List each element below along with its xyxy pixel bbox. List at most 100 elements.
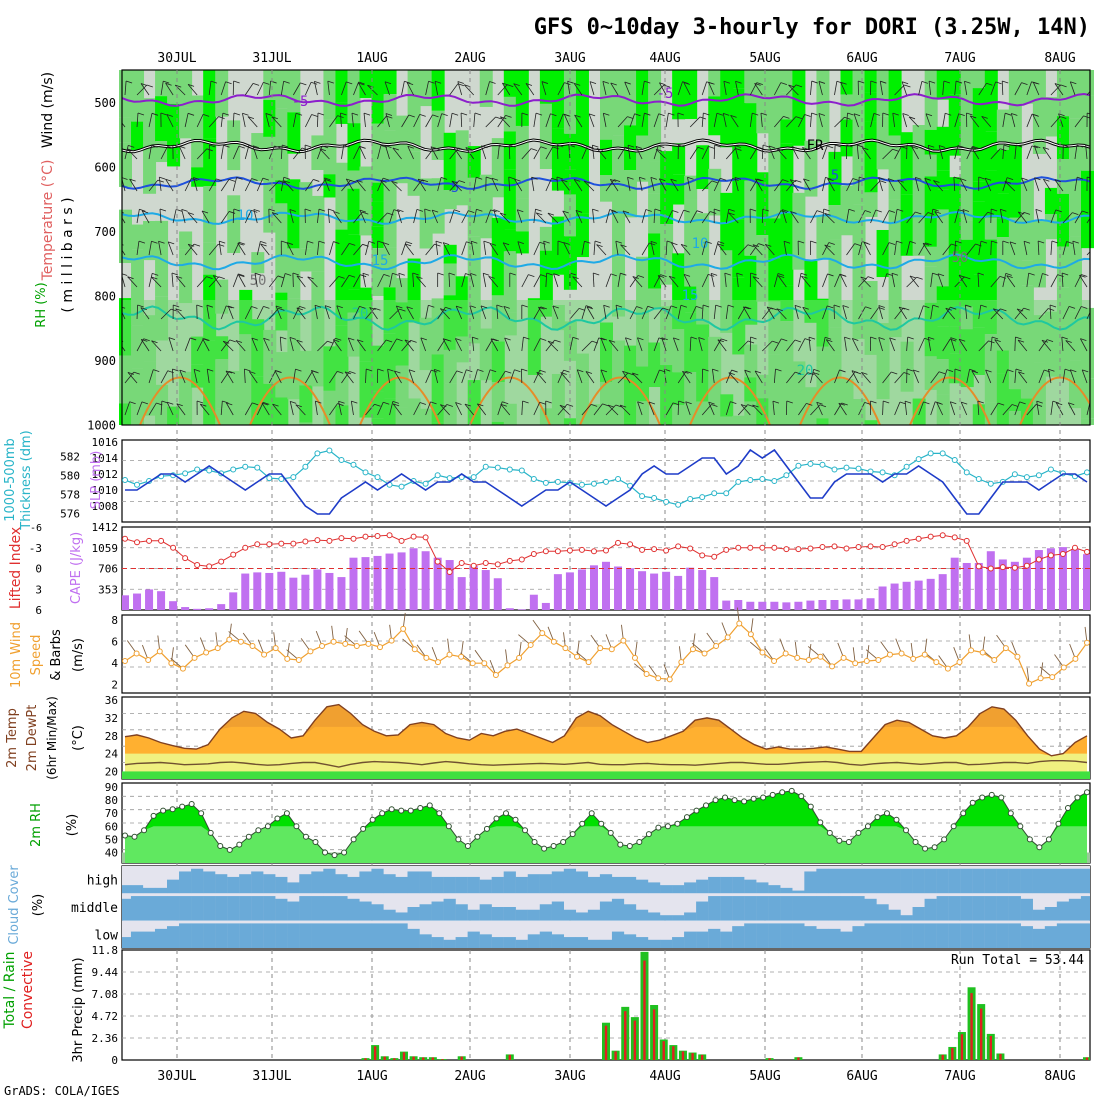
tick-label: 4.72 bbox=[92, 1010, 119, 1023]
barb-flag bbox=[477, 403, 484, 407]
cloud-bar bbox=[972, 868, 985, 894]
barb bbox=[127, 148, 138, 160]
barb-flag bbox=[950, 337, 957, 340]
barb bbox=[289, 401, 294, 416]
barb-flag bbox=[386, 339, 393, 343]
barb-flag bbox=[466, 369, 473, 373]
barb bbox=[417, 178, 426, 192]
barb bbox=[319, 148, 330, 160]
barb-flag bbox=[891, 272, 899, 276]
barb-flag bbox=[899, 306, 906, 310]
rh-cell bbox=[840, 94, 854, 120]
barb-flag bbox=[795, 116, 802, 120]
cape-bar bbox=[133, 593, 142, 610]
wind-speed-line-point bbox=[956, 659, 963, 666]
cloud-bar bbox=[996, 896, 1009, 921]
barb bbox=[1014, 145, 1017, 160]
wind-speed-line-point bbox=[1002, 645, 1009, 652]
rh2m-line-point bbox=[817, 819, 824, 826]
barb bbox=[232, 177, 237, 192]
wind-speed-line-point bbox=[1037, 675, 1044, 682]
barb-flag bbox=[1028, 272, 1035, 276]
barb-flag bbox=[265, 113, 272, 116]
rh-cell bbox=[251, 133, 265, 182]
rh2m-line-point bbox=[341, 849, 348, 856]
barb bbox=[581, 305, 587, 320]
barb bbox=[617, 372, 629, 384]
barb bbox=[547, 340, 559, 352]
thickness-line-point bbox=[542, 479, 549, 486]
barb bbox=[942, 113, 946, 128]
thickness-line-point bbox=[254, 464, 261, 471]
cloud-bar bbox=[828, 868, 841, 894]
barb-flag bbox=[634, 113, 641, 117]
cloud-bar bbox=[635, 937, 649, 948]
barb-flag bbox=[1060, 116, 1067, 119]
rh2m-line-point bbox=[903, 827, 910, 834]
barb-flag bbox=[343, 144, 350, 148]
barb-flag bbox=[828, 242, 835, 245]
cloud-bar bbox=[191, 896, 204, 921]
cape-bar bbox=[902, 581, 911, 610]
cloud-bar bbox=[888, 909, 901, 921]
rh2m-line-point bbox=[845, 839, 852, 846]
rh-cell bbox=[948, 70, 962, 95]
barb-flag bbox=[374, 403, 381, 407]
rh-cell bbox=[167, 103, 181, 167]
cloud-bar bbox=[599, 874, 613, 894]
lifted-index-line-point bbox=[326, 537, 333, 544]
barb bbox=[683, 82, 691, 96]
barb bbox=[938, 145, 944, 160]
barb bbox=[1023, 241, 1028, 256]
rh-cell bbox=[155, 96, 169, 142]
barb-flag bbox=[723, 112, 730, 116]
barb bbox=[533, 402, 541, 416]
barb-flag bbox=[685, 401, 692, 405]
wind-speed-line-point bbox=[678, 659, 685, 666]
barb-flag bbox=[683, 82, 690, 85]
barb bbox=[641, 81, 645, 96]
barb bbox=[744, 370, 751, 384]
rh2m-line-point bbox=[160, 807, 167, 814]
lifted-index-line-point bbox=[290, 540, 297, 547]
barb-flag bbox=[540, 146, 547, 150]
rh-cell bbox=[684, 199, 698, 267]
barb-flag bbox=[196, 304, 203, 308]
rh-cell bbox=[1008, 70, 1022, 144]
barb-flag bbox=[471, 240, 478, 244]
lifted-index-line-point bbox=[651, 546, 658, 553]
barb bbox=[754, 370, 763, 384]
cloud-bar bbox=[299, 874, 312, 894]
barb bbox=[658, 178, 667, 192]
rh-cell bbox=[371, 182, 385, 202]
rh-cell bbox=[1068, 118, 1082, 184]
pressure-tick: 800 bbox=[94, 290, 116, 304]
barb-flag bbox=[614, 179, 621, 182]
barb bbox=[365, 308, 375, 320]
barb bbox=[839, 274, 847, 288]
barb bbox=[894, 209, 898, 224]
barb bbox=[936, 402, 944, 416]
barb-flag bbox=[825, 176, 832, 180]
tick-label: -3 bbox=[29, 542, 42, 555]
barb bbox=[701, 305, 704, 320]
cloud-bar bbox=[804, 871, 817, 894]
barb-flag bbox=[540, 274, 547, 278]
barb-flag bbox=[1023, 211, 1031, 215]
barb bbox=[497, 115, 506, 128]
barb bbox=[482, 273, 487, 288]
cloud-bar bbox=[1044, 868, 1058, 894]
barb bbox=[653, 337, 660, 352]
wind-speed-line-point bbox=[643, 670, 650, 677]
rh-cell bbox=[1081, 95, 1094, 171]
barb bbox=[701, 180, 713, 192]
barb bbox=[992, 308, 1004, 320]
barb bbox=[413, 114, 421, 128]
cloud-bar bbox=[623, 876, 637, 894]
barb-flag bbox=[540, 338, 547, 341]
cloud-bar bbox=[840, 868, 853, 894]
barb bbox=[485, 338, 494, 352]
barb-flag bbox=[128, 144, 135, 148]
rh2m-line-point bbox=[541, 845, 548, 852]
barb bbox=[810, 210, 818, 224]
